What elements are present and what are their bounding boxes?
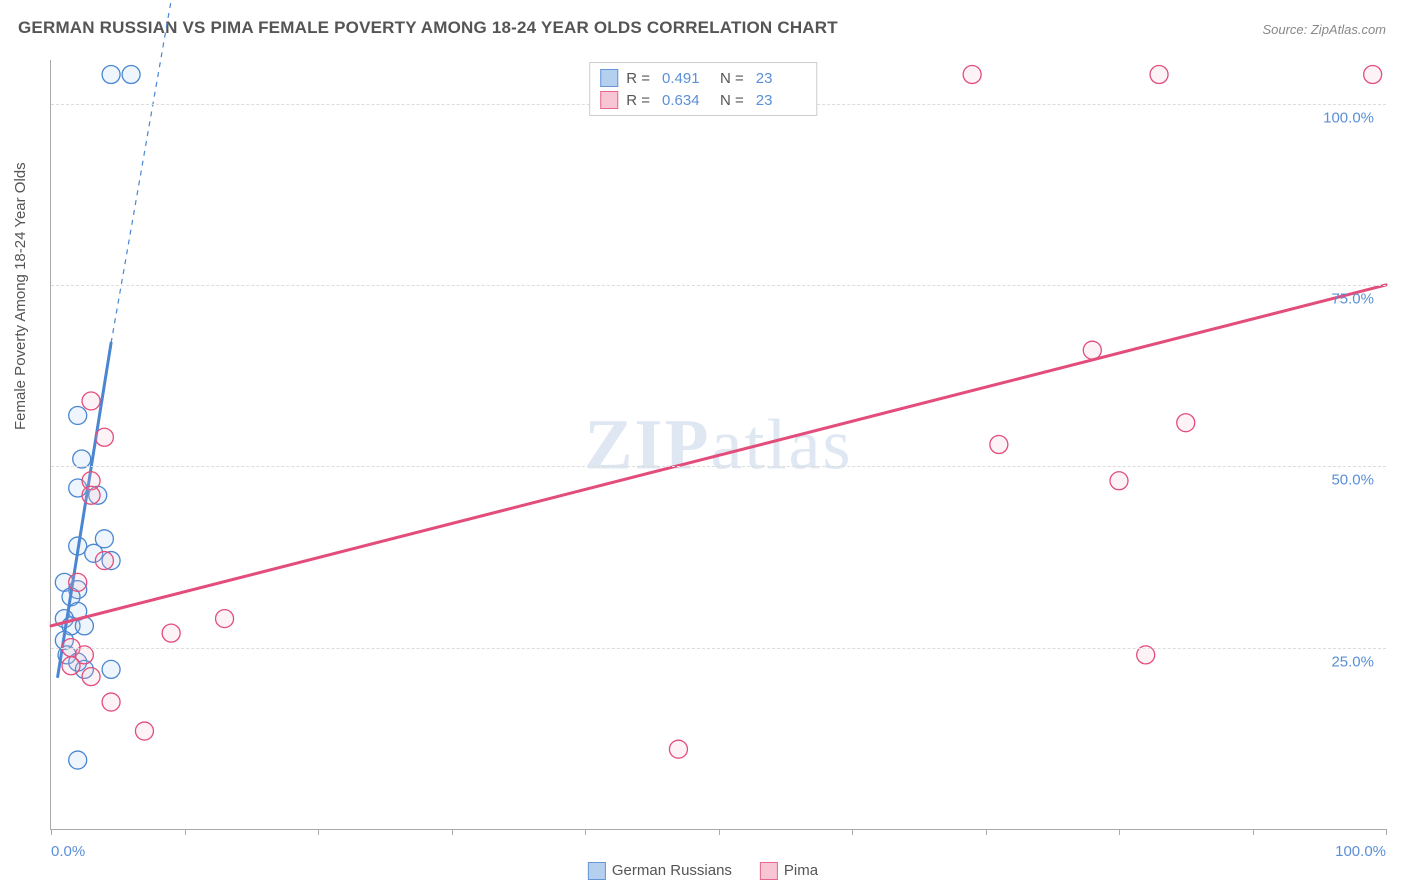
data-point [102, 660, 120, 678]
legend-row: R = 0.634 N = 23 [600, 89, 806, 111]
legend-r-value: 0.634 [662, 92, 712, 109]
data-point [102, 66, 120, 84]
y-axis-label: Female Poverty Among 18-24 Year Olds [12, 162, 29, 430]
data-point [1083, 341, 1101, 359]
legend-row: R = 0.491 N = 23 [600, 67, 806, 89]
data-point [990, 436, 1008, 454]
x-tick [318, 829, 319, 835]
legend-r-label: R = [626, 70, 650, 87]
source-attribution: Source: ZipAtlas.com [1262, 22, 1386, 37]
legend-r-value: 0.491 [662, 70, 712, 87]
trend-line-dashed [111, 0, 191, 343]
trend-line [51, 285, 1386, 626]
data-point [1150, 66, 1168, 84]
series-legend: German Russians Pima [588, 862, 818, 880]
data-point [69, 406, 87, 424]
legend-item: German Russians [588, 862, 732, 880]
x-tick [51, 829, 52, 835]
gridline [51, 466, 1386, 467]
x-tick [585, 829, 586, 835]
data-point [162, 624, 180, 642]
x-tick [1386, 829, 1387, 835]
data-point [122, 66, 140, 84]
y-tick-label: 100.0% [1323, 109, 1374, 126]
y-tick-label: 25.0% [1331, 653, 1374, 670]
data-point [1110, 472, 1128, 490]
data-point [82, 392, 100, 410]
legend-swatch [600, 69, 618, 87]
data-point [62, 657, 80, 675]
legend-swatch [588, 862, 606, 880]
legend-item: Pima [760, 862, 818, 880]
data-point [1177, 414, 1195, 432]
legend-swatch [600, 91, 618, 109]
x-tick [986, 829, 987, 835]
gridline [51, 648, 1386, 649]
chart-svg [51, 60, 1386, 829]
data-point [1364, 66, 1382, 84]
data-point [102, 693, 120, 711]
data-point [216, 610, 234, 628]
data-point [82, 668, 100, 686]
legend-item-label: Pima [784, 862, 818, 879]
legend-n-value: 23 [756, 70, 806, 87]
x-max-label: 100.0% [1335, 843, 1386, 860]
data-point [135, 722, 153, 740]
x-tick [185, 829, 186, 835]
data-point [82, 486, 100, 504]
legend-r-label: R = [626, 92, 650, 109]
data-point [69, 751, 87, 769]
x-tick [1253, 829, 1254, 835]
gridline [51, 285, 1386, 286]
x-tick [719, 829, 720, 835]
data-point [669, 740, 687, 758]
correlation-legend: R = 0.491 N = 23 R = 0.634 N = 23 [589, 62, 817, 116]
legend-n-label: N = [720, 70, 744, 87]
legend-swatch [760, 862, 778, 880]
x-tick [852, 829, 853, 835]
x-origin-label: 0.0% [51, 843, 85, 860]
y-tick-label: 75.0% [1331, 290, 1374, 307]
data-point [69, 573, 87, 591]
chart-title: GERMAN RUSSIAN VS PIMA FEMALE POVERTY AM… [18, 18, 838, 38]
plot-area: ZIPatlas 25.0%50.0%75.0%100.0%0.0%100.0% [50, 60, 1386, 830]
data-point [95, 428, 113, 446]
data-point [963, 66, 981, 84]
legend-item-label: German Russians [612, 862, 732, 879]
x-tick [1119, 829, 1120, 835]
legend-n-value: 23 [756, 92, 806, 109]
legend-n-label: N = [720, 92, 744, 109]
data-point [95, 552, 113, 570]
y-tick-label: 50.0% [1331, 472, 1374, 489]
x-tick [452, 829, 453, 835]
